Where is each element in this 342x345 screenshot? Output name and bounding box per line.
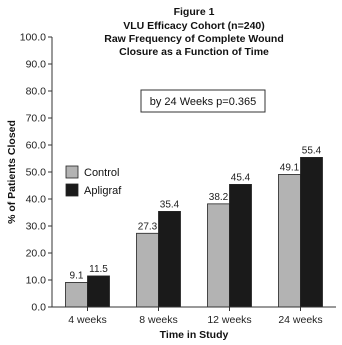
bar-control-0 [65, 282, 88, 308]
y-tick-label: 10.0 [26, 275, 47, 287]
x-axis-ticks: 4 weeks 8 weeks 12 weeks 24 weeks [68, 307, 323, 326]
chart-title: Figure 1 VLU Efficacy Cohort (n=240)Raw F… [104, 6, 283, 58]
chart-title-line: Figure 1 [174, 6, 215, 18]
legend-swatch-control [65, 165, 79, 179]
data-labels: 9.1 11.5 27.335.4 38.245.4 49.155.4 [70, 145, 322, 281]
data-label: 55.4 [302, 145, 322, 156]
data-label: 9.1 [70, 270, 84, 281]
legend-label-apligraf: Apligraf [84, 185, 122, 197]
data-label: 11.5 [89, 264, 108, 275]
data-label: 38.2 [209, 192, 229, 203]
x-axis-label: Time in Study [160, 329, 229, 341]
bar-control-2 [207, 203, 230, 308]
bar-apligraf-1 [158, 211, 181, 308]
bar-control-3 [278, 174, 301, 308]
y-tick-label: 60.0 [26, 140, 47, 152]
chart-title-line: Raw Frequency of Complete Wound [104, 33, 283, 45]
chart-title-line: VLU Efficacy Cohort (n=240) [123, 20, 265, 32]
data-label: 49.1 [280, 162, 300, 173]
y-tick-label: 80.0 [26, 86, 47, 98]
annotation-text: by 24 Weeks p=0.365 [150, 96, 257, 108]
y-axis-label: % of Patients Closed [6, 120, 18, 224]
bars [65, 157, 323, 308]
y-tick-label: 50.0 [26, 167, 47, 179]
data-label: 45.4 [231, 172, 251, 183]
x-tick-label: 4 weeks [68, 314, 107, 326]
annotation-box [140, 89, 266, 113]
bar-control-1 [136, 232, 159, 308]
y-axis-ticks: 0.0 10.0 20.0 30.0 40.0 50.0 60.0 70.0 80.0 90.0 1… [20, 32, 52, 314]
chart-title-line: Closure as a Function of Time [119, 46, 269, 58]
legend: Control Apligraf [65, 165, 122, 197]
bar-apligraf-3 [300, 157, 323, 308]
bar-apligraf-2 [229, 184, 252, 308]
x-tick-label: 8 weeks [139, 314, 178, 326]
y-tick-label: 40.0 [26, 194, 47, 206]
y-tick-label: 90.0 [26, 59, 47, 71]
y-tick-label: 100.0 [20, 32, 46, 44]
x-tick-label: 24 weeks [278, 314, 322, 326]
data-label: 27.3 [138, 221, 158, 232]
y-tick-label: 0.0 [31, 302, 46, 314]
bar-apligraf-0 [87, 275, 110, 308]
y-tick-label: 70.0 [26, 113, 47, 125]
y-tick-label: 20.0 [26, 248, 47, 260]
data-label: 35.4 [160, 199, 180, 210]
x-tick-label: 12 weeks [207, 314, 251, 326]
legend-swatch-apligraf [65, 183, 79, 197]
y-tick-label: 30.0 [26, 221, 47, 233]
legend-label-control: Control [84, 167, 119, 179]
